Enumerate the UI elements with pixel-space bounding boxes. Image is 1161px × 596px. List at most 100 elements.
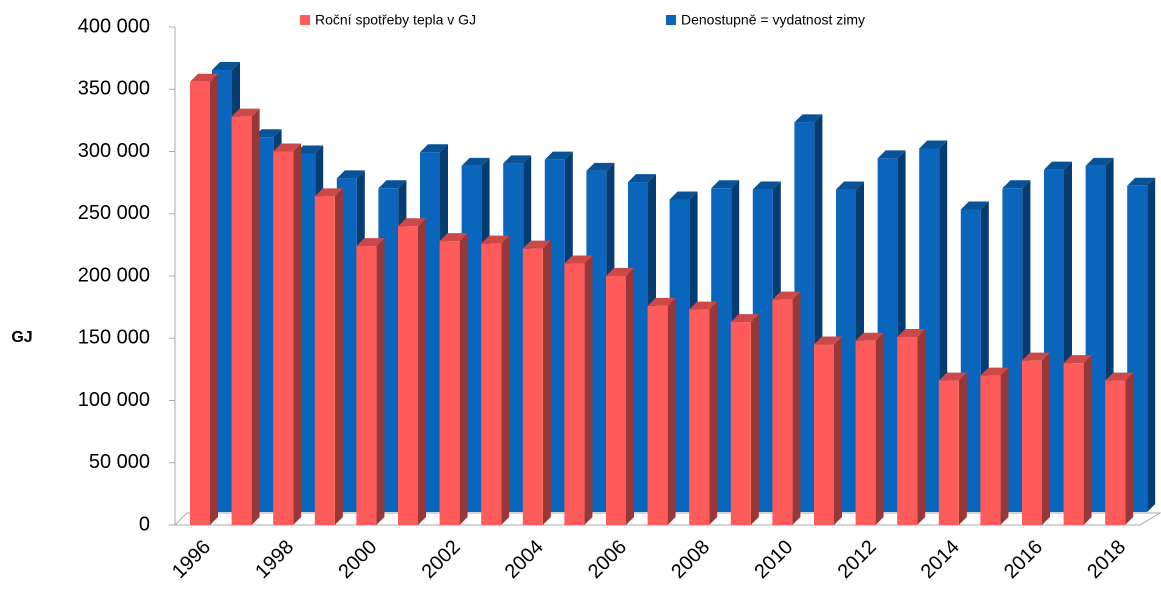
bar-top xyxy=(836,181,864,190)
bar xyxy=(231,116,252,525)
bar xyxy=(897,337,918,525)
bar-top xyxy=(1105,372,1134,381)
bar-top xyxy=(586,162,615,171)
bar xyxy=(855,340,876,525)
bar-top xyxy=(564,255,593,264)
legend-label: Denostupně = vydatnost zimy xyxy=(681,12,865,28)
bar xyxy=(273,151,294,525)
legend-swatch xyxy=(300,15,310,25)
bar xyxy=(190,81,210,525)
bar-side xyxy=(251,108,260,525)
bar-side xyxy=(418,218,426,525)
bar-top xyxy=(190,73,218,82)
bar-top xyxy=(897,329,926,338)
bar xyxy=(772,299,793,525)
bar xyxy=(730,322,751,525)
bar-top xyxy=(398,218,426,227)
bar xyxy=(564,263,585,525)
bar-top xyxy=(273,143,302,152)
bar-top xyxy=(794,114,823,123)
y-tick-label: 200 000 xyxy=(78,264,150,286)
bar-top xyxy=(522,240,551,249)
bar-top xyxy=(1044,161,1072,170)
bar-side xyxy=(792,291,801,525)
bar-side xyxy=(376,238,385,525)
bar-top xyxy=(314,188,343,197)
x-tick-label: 2010 xyxy=(750,536,797,583)
bar-top xyxy=(689,301,718,310)
bar-side xyxy=(542,240,551,526)
bar xyxy=(314,196,335,525)
bar-top xyxy=(1127,177,1156,186)
x-tick-label: 2000 xyxy=(334,536,381,583)
bar-side xyxy=(459,233,468,525)
bar-top xyxy=(960,201,989,210)
bar-top xyxy=(544,151,573,160)
bar-top xyxy=(356,238,385,247)
bar xyxy=(814,344,834,525)
bar-side xyxy=(210,73,218,525)
bar-top xyxy=(980,367,1009,376)
bar-top xyxy=(420,144,448,153)
bar-top xyxy=(1022,352,1050,361)
bar-side xyxy=(834,336,842,525)
x-tick-label: 2016 xyxy=(1000,536,1047,583)
bar-top xyxy=(669,191,698,200)
bar xyxy=(356,246,377,525)
bar-side xyxy=(501,235,510,525)
bar xyxy=(398,226,418,525)
bar-side xyxy=(958,372,967,525)
bar-side xyxy=(750,314,759,525)
bar-side xyxy=(1125,372,1134,525)
y-tick-label: 250 000 xyxy=(78,202,150,224)
bar xyxy=(689,309,710,525)
bar-top xyxy=(1085,157,1114,166)
bar-top xyxy=(730,314,759,323)
bar-side xyxy=(626,268,634,525)
bar-top xyxy=(814,336,842,345)
y-tick-label: 50 000 xyxy=(89,451,150,473)
bar-side xyxy=(667,297,676,525)
bar-top xyxy=(919,140,948,149)
bar xyxy=(980,375,1001,525)
x-tick-label: 2006 xyxy=(584,536,631,583)
x-tick-label: 2008 xyxy=(667,536,714,583)
bar-side xyxy=(917,329,926,525)
bar-top xyxy=(461,157,490,166)
bar-top xyxy=(439,233,468,242)
legend-label: Roční spotřeby tepla v GJ xyxy=(315,12,476,28)
bar-top xyxy=(481,235,510,244)
bar-top xyxy=(503,155,532,164)
bar-top xyxy=(772,291,801,300)
y-axis-label: GJ xyxy=(11,329,32,346)
y-tick-label: 100 000 xyxy=(78,389,150,411)
bar-top xyxy=(231,108,260,117)
bar xyxy=(647,305,668,525)
bar-top xyxy=(212,62,240,71)
bar-top xyxy=(877,150,906,159)
bar-side xyxy=(875,332,884,525)
bar-side xyxy=(293,143,302,525)
bar-top xyxy=(1063,355,1092,364)
bar-side xyxy=(1147,177,1156,512)
bar-side xyxy=(1000,367,1009,525)
bar-side xyxy=(334,188,343,525)
bar-side xyxy=(709,301,718,525)
bar-top xyxy=(606,268,634,276)
bar-top xyxy=(855,332,884,341)
bar xyxy=(938,380,959,525)
y-tick-label: 0 xyxy=(139,513,150,535)
bar-top xyxy=(1002,180,1031,189)
x-tick-label: 1996 xyxy=(168,536,215,583)
bar-top xyxy=(336,170,365,179)
y-tick-label: 150 000 xyxy=(78,327,150,349)
y-tick-label: 400 000 xyxy=(78,15,150,37)
x-tick-label: 2004 xyxy=(501,536,548,583)
bar-side xyxy=(1083,355,1092,525)
bar-side xyxy=(1042,352,1050,525)
legend-swatch xyxy=(666,15,676,25)
bar-top xyxy=(253,129,282,138)
bar xyxy=(606,276,626,525)
y-tick-label: 300 000 xyxy=(78,140,150,162)
